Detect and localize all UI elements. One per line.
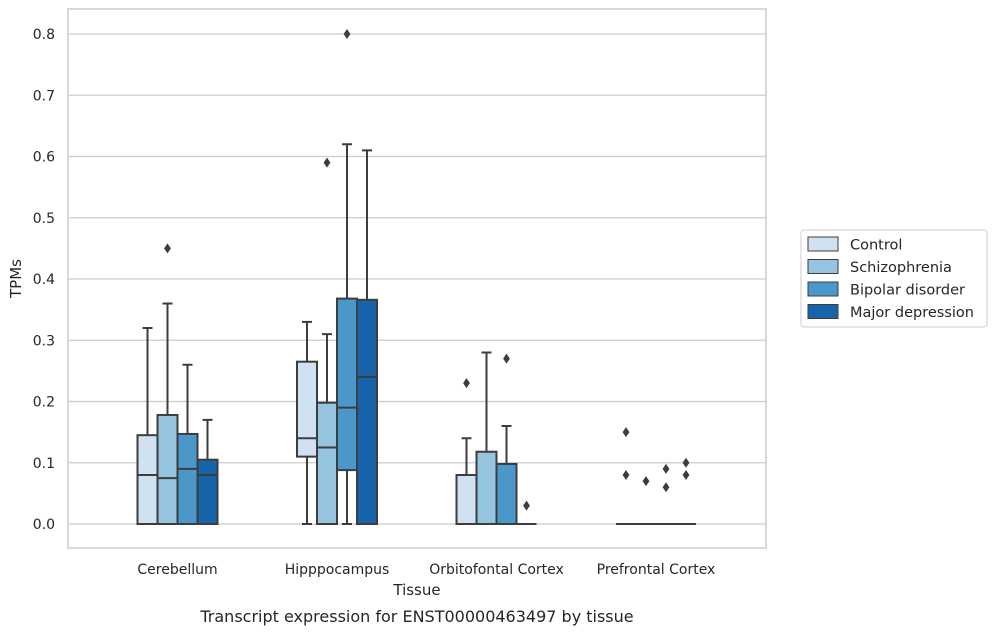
outlier-point <box>662 463 670 474</box>
box-body <box>196 458 219 525</box>
legend-label: Control <box>850 238 902 254</box>
outlier-point <box>662 482 670 493</box>
box-body <box>176 432 199 525</box>
outlier-point <box>164 243 171 254</box>
outlier-point <box>463 378 470 389</box>
outlier-point <box>682 457 690 468</box>
box-1-2 <box>336 29 358 525</box>
legend: Control Schizophrenia Bipolar disorder Majo… <box>800 229 988 328</box>
x-tick-label: Cerebellum <box>137 562 217 578</box>
outlier-point <box>503 353 510 364</box>
box-body <box>156 413 179 526</box>
box-3-0 <box>616 427 636 525</box>
y-tick-label: 0.2 <box>33 395 55 411</box>
outlier-point <box>343 29 351 39</box>
box-body <box>336 297 358 472</box>
outlier-point <box>523 500 530 511</box>
outlier-point <box>622 470 630 480</box>
y-tick-label: 0.4 <box>33 272 55 288</box>
box-1-1 <box>316 157 338 526</box>
box-body <box>356 298 378 526</box>
box-body <box>316 401 338 526</box>
legend-frame <box>800 229 988 328</box>
legend-swatch <box>807 236 839 252</box>
box-0-0 <box>136 327 159 525</box>
legend-swatch <box>807 304 839 319</box>
chart-caption: Transcript expression for ENST0000046349… <box>199 607 633 626</box>
outlier-point <box>323 157 331 168</box>
outlier-point <box>622 427 630 438</box>
box-series <box>136 29 696 526</box>
x-tick-label: Hipppocampus <box>285 562 390 578</box>
outlier-point <box>642 476 650 487</box>
legend-label: Schizophrenia <box>850 260 952 276</box>
legend-label: Major depression <box>850 305 974 321</box>
y-tick-label: 0.7 <box>33 88 55 104</box>
box-body <box>475 450 498 526</box>
x-tick-label: Prefrontal Cortex <box>597 562 716 578</box>
x-tick-labels: Cerebellum Hipppocampus Orbitofontal Corte… <box>137 562 715 578</box>
box-1-3 <box>356 149 378 526</box>
box-body <box>136 434 159 525</box>
y-tick-label: 0.8 <box>33 27 55 43</box>
box-2-3 <box>516 500 537 525</box>
plot-frame <box>67 8 767 549</box>
box-body <box>495 462 518 526</box>
legend-label: Bipolar disorder <box>850 283 965 299</box>
x-axis-title: Tissue <box>392 581 440 599</box>
box-2-1 <box>475 351 498 526</box>
legend-swatch <box>807 281 839 297</box>
y-tick-label: 0.6 <box>33 150 55 166</box>
box-3-3 <box>676 457 696 525</box>
y-tick-label: 0.0 <box>33 517 55 533</box>
box-body <box>455 474 478 525</box>
y-tick-labels: 0.0 0.1 0.2 0.3 0.4 0.5 0.6 0.7 0.8 <box>33 27 55 533</box>
y-axis-title: TPMs <box>7 259 25 299</box>
x-tick-label: Orbitofontal Cortex <box>429 562 564 578</box>
box-0-3 <box>196 418 219 525</box>
box-body <box>296 360 318 458</box>
box-2-2 <box>495 353 518 526</box>
box-3-2 <box>656 463 676 525</box>
outlier-point <box>682 470 690 480</box>
legend-swatch <box>807 259 839 274</box>
box-0-2 <box>176 363 199 525</box>
y-tick-label: 0.5 <box>33 211 55 227</box>
box-3-1 <box>636 476 656 525</box>
y-tick-label: 0.1 <box>33 456 55 472</box>
y-tick-label: 0.3 <box>33 333 55 349</box>
